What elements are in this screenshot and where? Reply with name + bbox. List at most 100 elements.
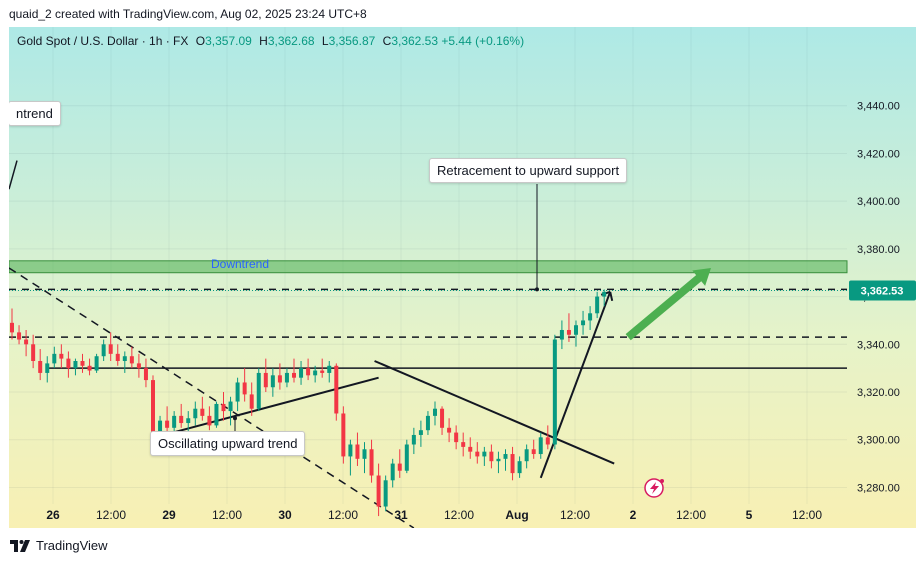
candle-body	[559, 329, 564, 340]
y-tick-label: 3,380.00	[857, 244, 900, 256]
tradingview-logo[interactable]: TradingView	[10, 538, 108, 553]
candle-body	[581, 320, 586, 326]
x-tick-label: 12:00	[212, 508, 242, 522]
descending-trend-line	[374, 360, 615, 465]
candle-body	[263, 372, 268, 388]
open-value: 3,357.09	[205, 34, 252, 48]
x-tick-label: 12:00	[676, 508, 706, 522]
y-tick-label: 3,280.00	[857, 482, 900, 494]
lightning-icon[interactable]	[644, 478, 664, 498]
retracement-callout[interactable]: Retracement to upward support	[429, 158, 628, 183]
candle-body	[383, 480, 388, 507]
candle-body	[24, 339, 29, 345]
candles	[10, 289, 607, 517]
candle-body	[193, 408, 198, 419]
x-tick-label: 2	[630, 508, 637, 522]
downtrend-callout[interactable]: ntrend	[9, 101, 61, 126]
axes: 3,440.003,420.003,400.003,380.003,360.00…	[46, 101, 916, 522]
y-tick-label: 3,320.00	[857, 387, 900, 399]
candle-body	[482, 451, 487, 457]
low-label: L	[321, 34, 329, 48]
candle-body	[334, 365, 339, 414]
candle-body	[461, 442, 466, 447]
candle-body	[249, 394, 254, 409]
downtrend-top-line	[9, 160, 18, 190]
close-label: C	[382, 34, 392, 48]
downtrend-dashed-line	[9, 267, 415, 528]
candle-body	[59, 353, 64, 359]
candle-body	[588, 313, 593, 321]
candle-body	[496, 458, 501, 462]
chart-pane[interactable]: 3,440.003,420.003,400.003,380.003,360.00…	[9, 27, 916, 528]
candle-body	[186, 418, 191, 424]
candle-body	[31, 344, 36, 361]
price-chart[interactable]: 3,440.003,420.003,400.003,380.003,360.00…	[9, 27, 916, 528]
candle-body	[566, 329, 571, 335]
candle-body	[418, 430, 423, 435]
candle-body	[158, 420, 163, 433]
candle-body	[524, 449, 529, 462]
candle-body	[270, 375, 275, 388]
candle-body	[362, 449, 367, 459]
candle-body	[468, 446, 473, 452]
downtrend-upper-line	[9, 309, 47, 345]
resistance-zone	[9, 260, 848, 274]
candle-body	[207, 415, 212, 426]
candle-body	[284, 372, 289, 383]
candle-body	[510, 454, 515, 474]
candle-body	[538, 437, 543, 455]
x-tick-label: 12:00	[792, 508, 822, 522]
downtrend-line-label: Downtrend	[211, 257, 269, 271]
y-tick-label: 3,340.00	[857, 339, 900, 351]
candle-body	[242, 382, 247, 395]
candle-body	[552, 339, 557, 445]
open-label: O	[195, 34, 206, 48]
candle-body	[214, 403, 219, 426]
candle-body	[320, 370, 325, 373]
candle-body	[200, 408, 205, 416]
candle-body	[306, 368, 311, 376]
candle-body	[355, 444, 360, 459]
x-tick-label: Aug	[505, 508, 528, 522]
close-value: 3,362.53	[391, 34, 439, 48]
candle-body	[390, 463, 395, 481]
candle-body	[165, 420, 170, 428]
candle-body	[101, 344, 106, 357]
x-tick-label: 12:00	[560, 508, 590, 522]
y-tick-label: 3,300.00	[857, 435, 900, 447]
candle-body	[115, 353, 120, 361]
last-price-badge	[849, 280, 916, 301]
high-label: H	[259, 34, 268, 48]
candle-body	[235, 382, 240, 402]
symbol-ohlc-legend: Gold Spot / U.S. Dollar · 1h · FX O3,357…	[17, 34, 524, 48]
candle-body	[108, 344, 113, 354]
oscillating-callout[interactable]: Oscillating upward trend	[150, 431, 306, 456]
candle-body	[292, 372, 296, 378]
candle-body	[172, 415, 177, 428]
candle-body	[299, 368, 304, 378]
x-tick-label: 5	[746, 508, 753, 522]
candle-body	[136, 363, 141, 369]
brand-name: TradingView	[36, 538, 108, 553]
candle-body	[503, 454, 508, 459]
candle-body	[87, 365, 92, 371]
candle-body	[45, 363, 50, 373]
x-tick-label: 29	[162, 508, 176, 522]
candle-body	[256, 372, 261, 409]
candle-body	[327, 365, 332, 373]
candle-body	[531, 449, 536, 455]
candle-body	[454, 432, 459, 443]
candle-body	[17, 332, 22, 340]
candle-body	[313, 370, 318, 376]
candle-body	[94, 356, 99, 371]
x-tick-label: 12:00	[328, 508, 358, 522]
last-price-badge-text: 3,362.53	[861, 286, 904, 298]
change-value: +5.44 (+0.16%)	[441, 34, 525, 48]
x-tick-label: 26	[46, 508, 60, 522]
candle-body	[489, 451, 494, 462]
forecast-arrow	[625, 267, 711, 341]
y-tick-label: 3,420.00	[857, 148, 900, 160]
candle-body	[517, 461, 522, 474]
candle-body	[10, 322, 14, 333]
x-tick-label: 12:00	[444, 508, 474, 522]
